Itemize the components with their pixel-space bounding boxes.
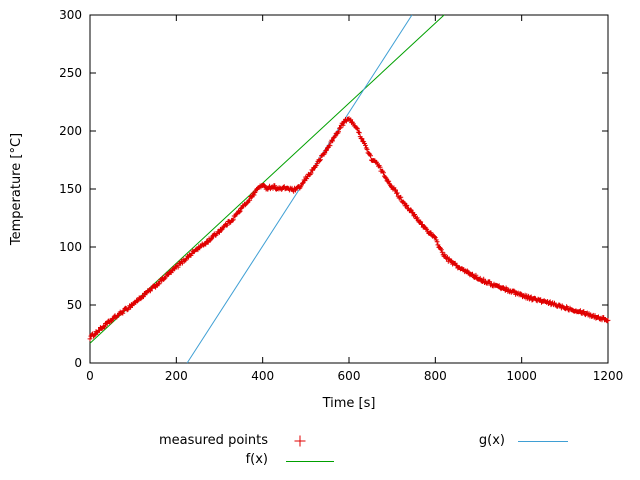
x-tick-label: 400 <box>251 369 274 383</box>
y-tick-label: 250 <box>59 66 82 80</box>
legend-label-g: g(x) <box>478 433 505 448</box>
y-tick-label: 300 <box>59 8 82 22</box>
tick-marks <box>89 14 609 364</box>
plot-border <box>89 14 609 364</box>
y-tick-label: 200 <box>59 124 82 138</box>
legend-label-f: f(x) <box>245 452 268 467</box>
x-tick-label: 1200 <box>593 369 624 383</box>
y-axis-label: Temperature [°C] <box>9 132 24 246</box>
legend-label-measured-points: measured points <box>158 433 268 448</box>
x-tick-label: 1000 <box>506 369 537 383</box>
legend-f-line-sample-icon <box>286 461 334 462</box>
legend-g-line-sample-icon <box>518 441 568 442</box>
y-tick-label: 50 <box>67 298 82 312</box>
measured-points <box>87 116 611 342</box>
y-tick-label: 0 <box>74 356 82 370</box>
y-tick-label: 150 <box>59 182 82 196</box>
x-axis-label: Time [s] <box>322 396 376 411</box>
x-tick-label: 200 <box>165 369 188 383</box>
x-tick-label: 600 <box>338 369 361 383</box>
x-tick-label: 800 <box>424 369 447 383</box>
y-tick-label: 100 <box>59 240 82 254</box>
legend-plus-marker-icon <box>294 435 306 447</box>
x-tick-label: 0 <box>86 369 94 383</box>
